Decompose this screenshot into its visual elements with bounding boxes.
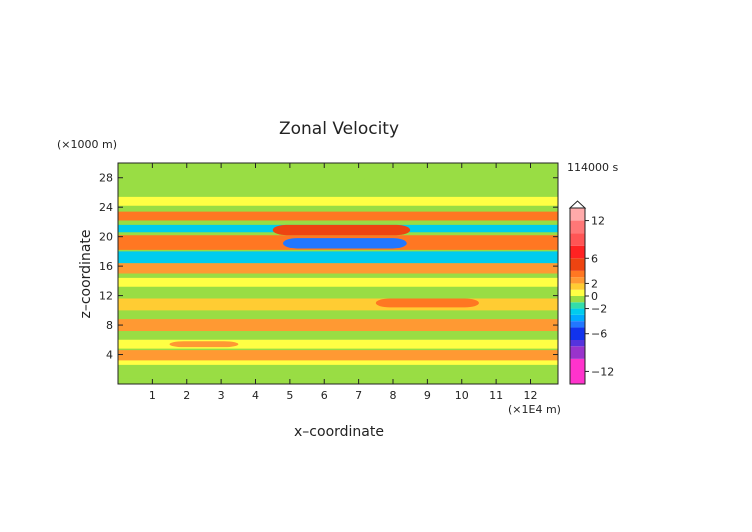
field-feature-15 [118, 211, 558, 221]
colorbar-tick-label: 0 [591, 290, 598, 303]
colorbar-level-7 [570, 302, 585, 309]
y-axis-label: z–coordinate [78, 229, 94, 318]
x-tick-label: 1 [149, 389, 156, 402]
colorbar-level-14 [570, 245, 585, 259]
colorbar-tick-label: −2 [591, 303, 607, 316]
x-tick-label: 11 [489, 389, 503, 402]
velocity-field [118, 163, 558, 384]
colorbar-level-9 [570, 289, 585, 296]
y-tick-label: 12 [99, 290, 113, 303]
colorbar-level-17 [570, 208, 585, 221]
x-tick-label: 5 [286, 389, 293, 402]
colorbar-level-0 [570, 358, 585, 384]
chart-title: Zonal Velocity [279, 119, 399, 139]
x-tick-label: 7 [355, 389, 362, 402]
colorbar-level-1 [570, 346, 585, 359]
field-feature-10 [118, 251, 558, 264]
field-feature-2 [118, 350, 558, 361]
colorbar-level-15 [570, 233, 585, 246]
x-tick-label: 12 [524, 389, 538, 402]
colorbar-tick-label: 12 [591, 215, 605, 228]
colorbar-level-3 [570, 327, 585, 340]
colorbar-level-12 [570, 270, 585, 278]
field-feature-16 [118, 196, 558, 206]
field-feature-0 [118, 367, 558, 379]
x-tick-label: 4 [252, 389, 259, 402]
time-label: 114000 s [567, 161, 618, 174]
field-feature-4 [169, 341, 239, 348]
field-feature-12 [283, 238, 407, 249]
field-feature-14 [272, 224, 411, 236]
colorbar-level-11 [570, 277, 585, 284]
field-feature-17 [358, 177, 558, 193]
y-unit-label: (×1000 m) [57, 138, 117, 151]
colorbar-level-2 [570, 340, 585, 347]
colorbar-level-13 [570, 258, 585, 271]
field-feature-8 [118, 277, 558, 287]
x-tick-label: 8 [390, 389, 397, 402]
field-feature-5 [118, 319, 558, 331]
colorbar-level-4 [570, 321, 585, 328]
y-tick-label: 16 [99, 260, 113, 273]
y-tick-label: 8 [106, 319, 113, 332]
x-tick-label: 10 [455, 389, 469, 402]
plot-frame [117, 162, 559, 385]
colorbar-level-5 [570, 314, 585, 322]
x-axis-label: x–coordinate [294, 424, 384, 440]
x-tick-label: 6 [321, 389, 328, 402]
y-tick-label: 28 [99, 172, 113, 185]
y-tick-label: 4 [106, 349, 113, 362]
y-tick-label: 24 [99, 201, 113, 214]
x-tick-label: 2 [183, 389, 190, 402]
x-tick-label: 9 [424, 389, 431, 402]
colorbar-level-8 [570, 296, 585, 303]
x-tick-label: 3 [218, 389, 225, 402]
colorbar-tick-label: 6 [591, 252, 598, 265]
colorbar-level-10 [570, 283, 585, 290]
colorbar-tick-label: 2 [591, 277, 598, 290]
y-tick-label: 20 [99, 231, 113, 244]
field-feature-9 [118, 263, 558, 274]
colorbar-level-16 [570, 220, 585, 234]
field-feature-6 [118, 298, 558, 311]
field-feature-7 [375, 298, 479, 308]
colorbar-extend-arrow [568, 200, 587, 209]
colorbar-level-6 [570, 308, 585, 315]
colorbar-tick-label: −6 [591, 328, 607, 341]
colorbar: 12 6 20−2 −6 −12 [568, 200, 614, 385]
colorbar-tick-label: −12 [591, 365, 614, 378]
x-unit-label: (×1E4 m) [508, 403, 561, 416]
